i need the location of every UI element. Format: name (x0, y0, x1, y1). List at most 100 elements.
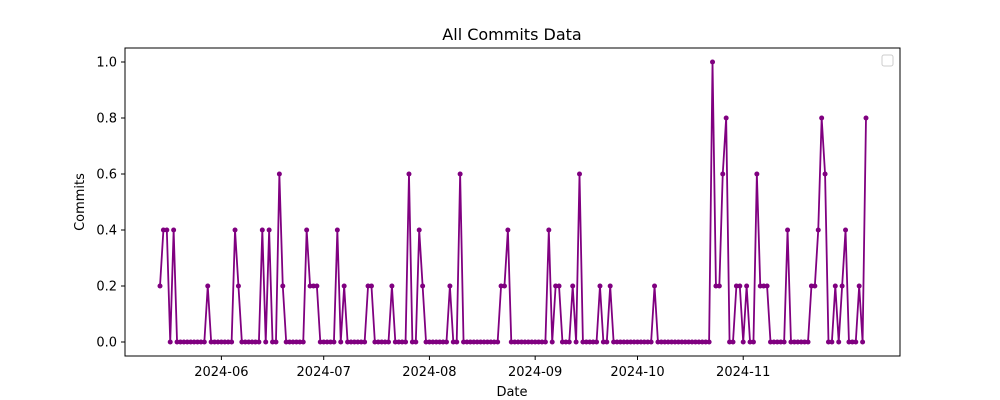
data-point (362, 339, 368, 345)
data-point (457, 171, 463, 177)
x-tick-label: 2024-06 (194, 365, 248, 380)
data-point (730, 339, 736, 345)
data-point (420, 283, 426, 289)
data-point (164, 227, 170, 233)
data-point (740, 339, 746, 345)
data-point (235, 283, 241, 289)
data-point (706, 339, 712, 345)
data-point (171, 227, 177, 233)
data-point (737, 283, 743, 289)
data-point (785, 227, 791, 233)
y-tick-label: 0.8 (96, 112, 117, 127)
data-point (508, 339, 514, 345)
legend-box (881, 54, 894, 67)
data-point (566, 339, 572, 345)
y-axis-label: Commits (73, 173, 88, 231)
data-point (273, 339, 279, 345)
y-tick-label: 0.4 (96, 224, 117, 239)
data-point (764, 283, 770, 289)
data-point (266, 227, 272, 233)
data-point (577, 171, 583, 177)
data-point (259, 227, 265, 233)
data-point (727, 339, 733, 345)
data-point (386, 339, 392, 345)
y-tick-label: 0.0 (96, 336, 117, 351)
data-point (403, 339, 409, 345)
x-tick-label: 2024-07 (297, 365, 351, 380)
data-point (832, 283, 838, 289)
data-point (505, 227, 511, 233)
data-point (853, 339, 859, 345)
data-point (549, 339, 555, 345)
data-point (860, 339, 866, 345)
data-point (341, 283, 347, 289)
data-point (416, 227, 422, 233)
data-point (454, 339, 460, 345)
data-point (334, 227, 340, 233)
data-point (256, 339, 262, 345)
data-point (856, 283, 862, 289)
x-tick-label: 2024-08 (402, 365, 456, 380)
data-point (723, 115, 729, 121)
data-point (570, 283, 576, 289)
x-tick-label: 2024-09 (508, 365, 562, 380)
data-point (648, 339, 654, 345)
data-point (754, 171, 760, 177)
data-point (263, 339, 269, 345)
data-point (829, 339, 835, 345)
data-point (617, 339, 623, 345)
data-point (167, 339, 173, 345)
data-point (805, 339, 811, 345)
data-point (710, 59, 716, 65)
commits-series-points (157, 59, 869, 345)
data-point (280, 283, 286, 289)
data-point (716, 283, 722, 289)
data-point (720, 171, 726, 177)
y-tick-label: 0.6 (96, 168, 117, 183)
data-point (406, 171, 412, 177)
data-point (546, 227, 552, 233)
data-point (443, 339, 449, 345)
data-point (181, 339, 187, 345)
data-point (781, 339, 787, 345)
data-point (413, 339, 419, 345)
data-point (822, 171, 828, 177)
data-point (542, 339, 548, 345)
data-point (750, 339, 756, 345)
data-point (399, 339, 405, 345)
data-point (672, 339, 678, 345)
data-point (229, 339, 235, 345)
data-point (345, 339, 351, 345)
data-point (331, 339, 337, 345)
x-axis-label: Date (496, 385, 527, 400)
data-point (205, 283, 211, 289)
data-point (368, 283, 374, 289)
x-tick-label: 2024-11 (716, 365, 770, 380)
data-point (304, 227, 310, 233)
data-point (815, 227, 821, 233)
x-tick-label: 2024-10 (610, 365, 664, 380)
data-point (563, 339, 569, 345)
data-point (232, 227, 238, 233)
y-axis: 0.0 0.2 0.4 0.6 0.8 1.0 (96, 56, 125, 351)
data-point (501, 283, 507, 289)
y-tick-label: 0.2 (96, 280, 117, 295)
data-point (839, 283, 845, 289)
data-point (447, 283, 453, 289)
data-point (556, 283, 562, 289)
data-point (652, 283, 658, 289)
data-point (863, 115, 869, 121)
data-point (201, 339, 207, 345)
data-point (300, 339, 306, 345)
data-point (573, 339, 579, 345)
data-point (744, 283, 750, 289)
data-point (389, 283, 395, 289)
data-point (290, 339, 296, 345)
data-point (338, 339, 344, 345)
data-point (157, 283, 163, 289)
plot-area-frame (124, 47, 901, 357)
data-point (812, 283, 818, 289)
data-point (843, 227, 849, 233)
y-tick-label: 1.0 (96, 56, 117, 71)
data-point (594, 339, 600, 345)
